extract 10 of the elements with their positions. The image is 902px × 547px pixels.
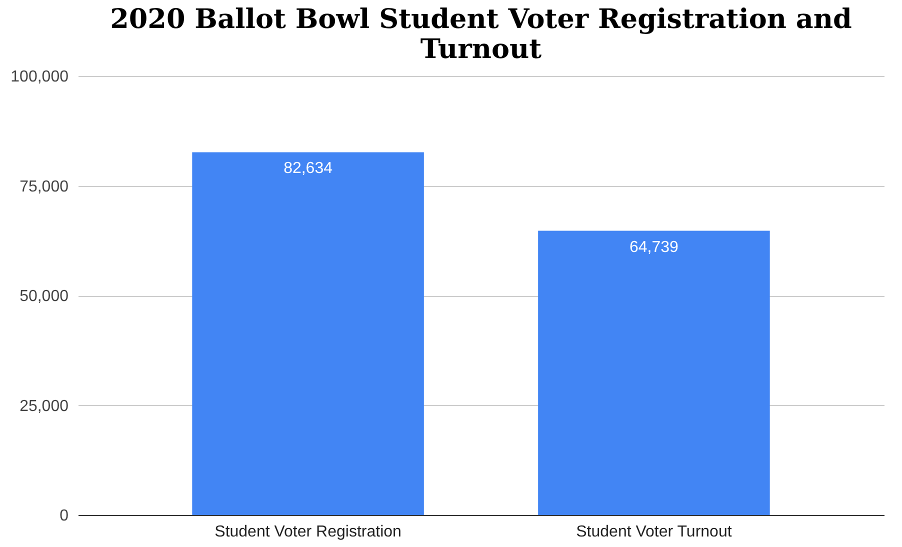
y-tick-label: 100,000 <box>10 68 69 86</box>
y-tick-label: 75,000 <box>20 178 69 196</box>
y-tick-label: 50,000 <box>20 288 69 305</box>
y-tick-label: 0 <box>60 508 69 524</box>
x-tick-label: Student Voter Registration <box>214 524 402 540</box>
data-label: 82,634 <box>284 160 333 178</box>
chart-title: 2020 Ballot Bowl Student Voter Registration and Turnout <box>110 4 852 65</box>
y-tick-label: 25,000 <box>20 398 69 415</box>
data-label: 64,739 <box>629 238 679 256</box>
x-tick-label: Student Voter Turnout <box>576 524 732 540</box>
